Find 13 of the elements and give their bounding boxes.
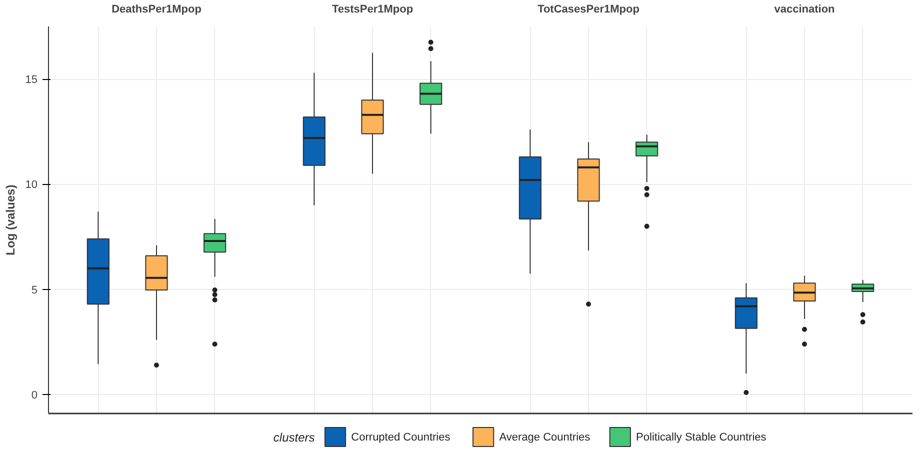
legend-label: Average Countries [499, 432, 591, 444]
legend-title: clusters [273, 430, 315, 444]
y-axis-title: Log (values) [3, 184, 18, 256]
y-tick-label: 5 [31, 284, 38, 296]
x-tick-label: vaccination [774, 4, 836, 16]
x-tick-label: TestsPer1Mpop [332, 4, 414, 16]
y-tick-label: 10 [25, 179, 38, 192]
y-tick-label: 15 [25, 74, 38, 86]
x-tick-label: TotCasesPer1Mpop [538, 4, 640, 16]
x-tick-label: DeathsPer1Mpop [112, 4, 202, 16]
legend-label: Politically Stable Countries [636, 432, 767, 444]
legend-label: Corrupted Countries [351, 432, 451, 444]
y-tick-label: 0 [31, 390, 38, 402]
